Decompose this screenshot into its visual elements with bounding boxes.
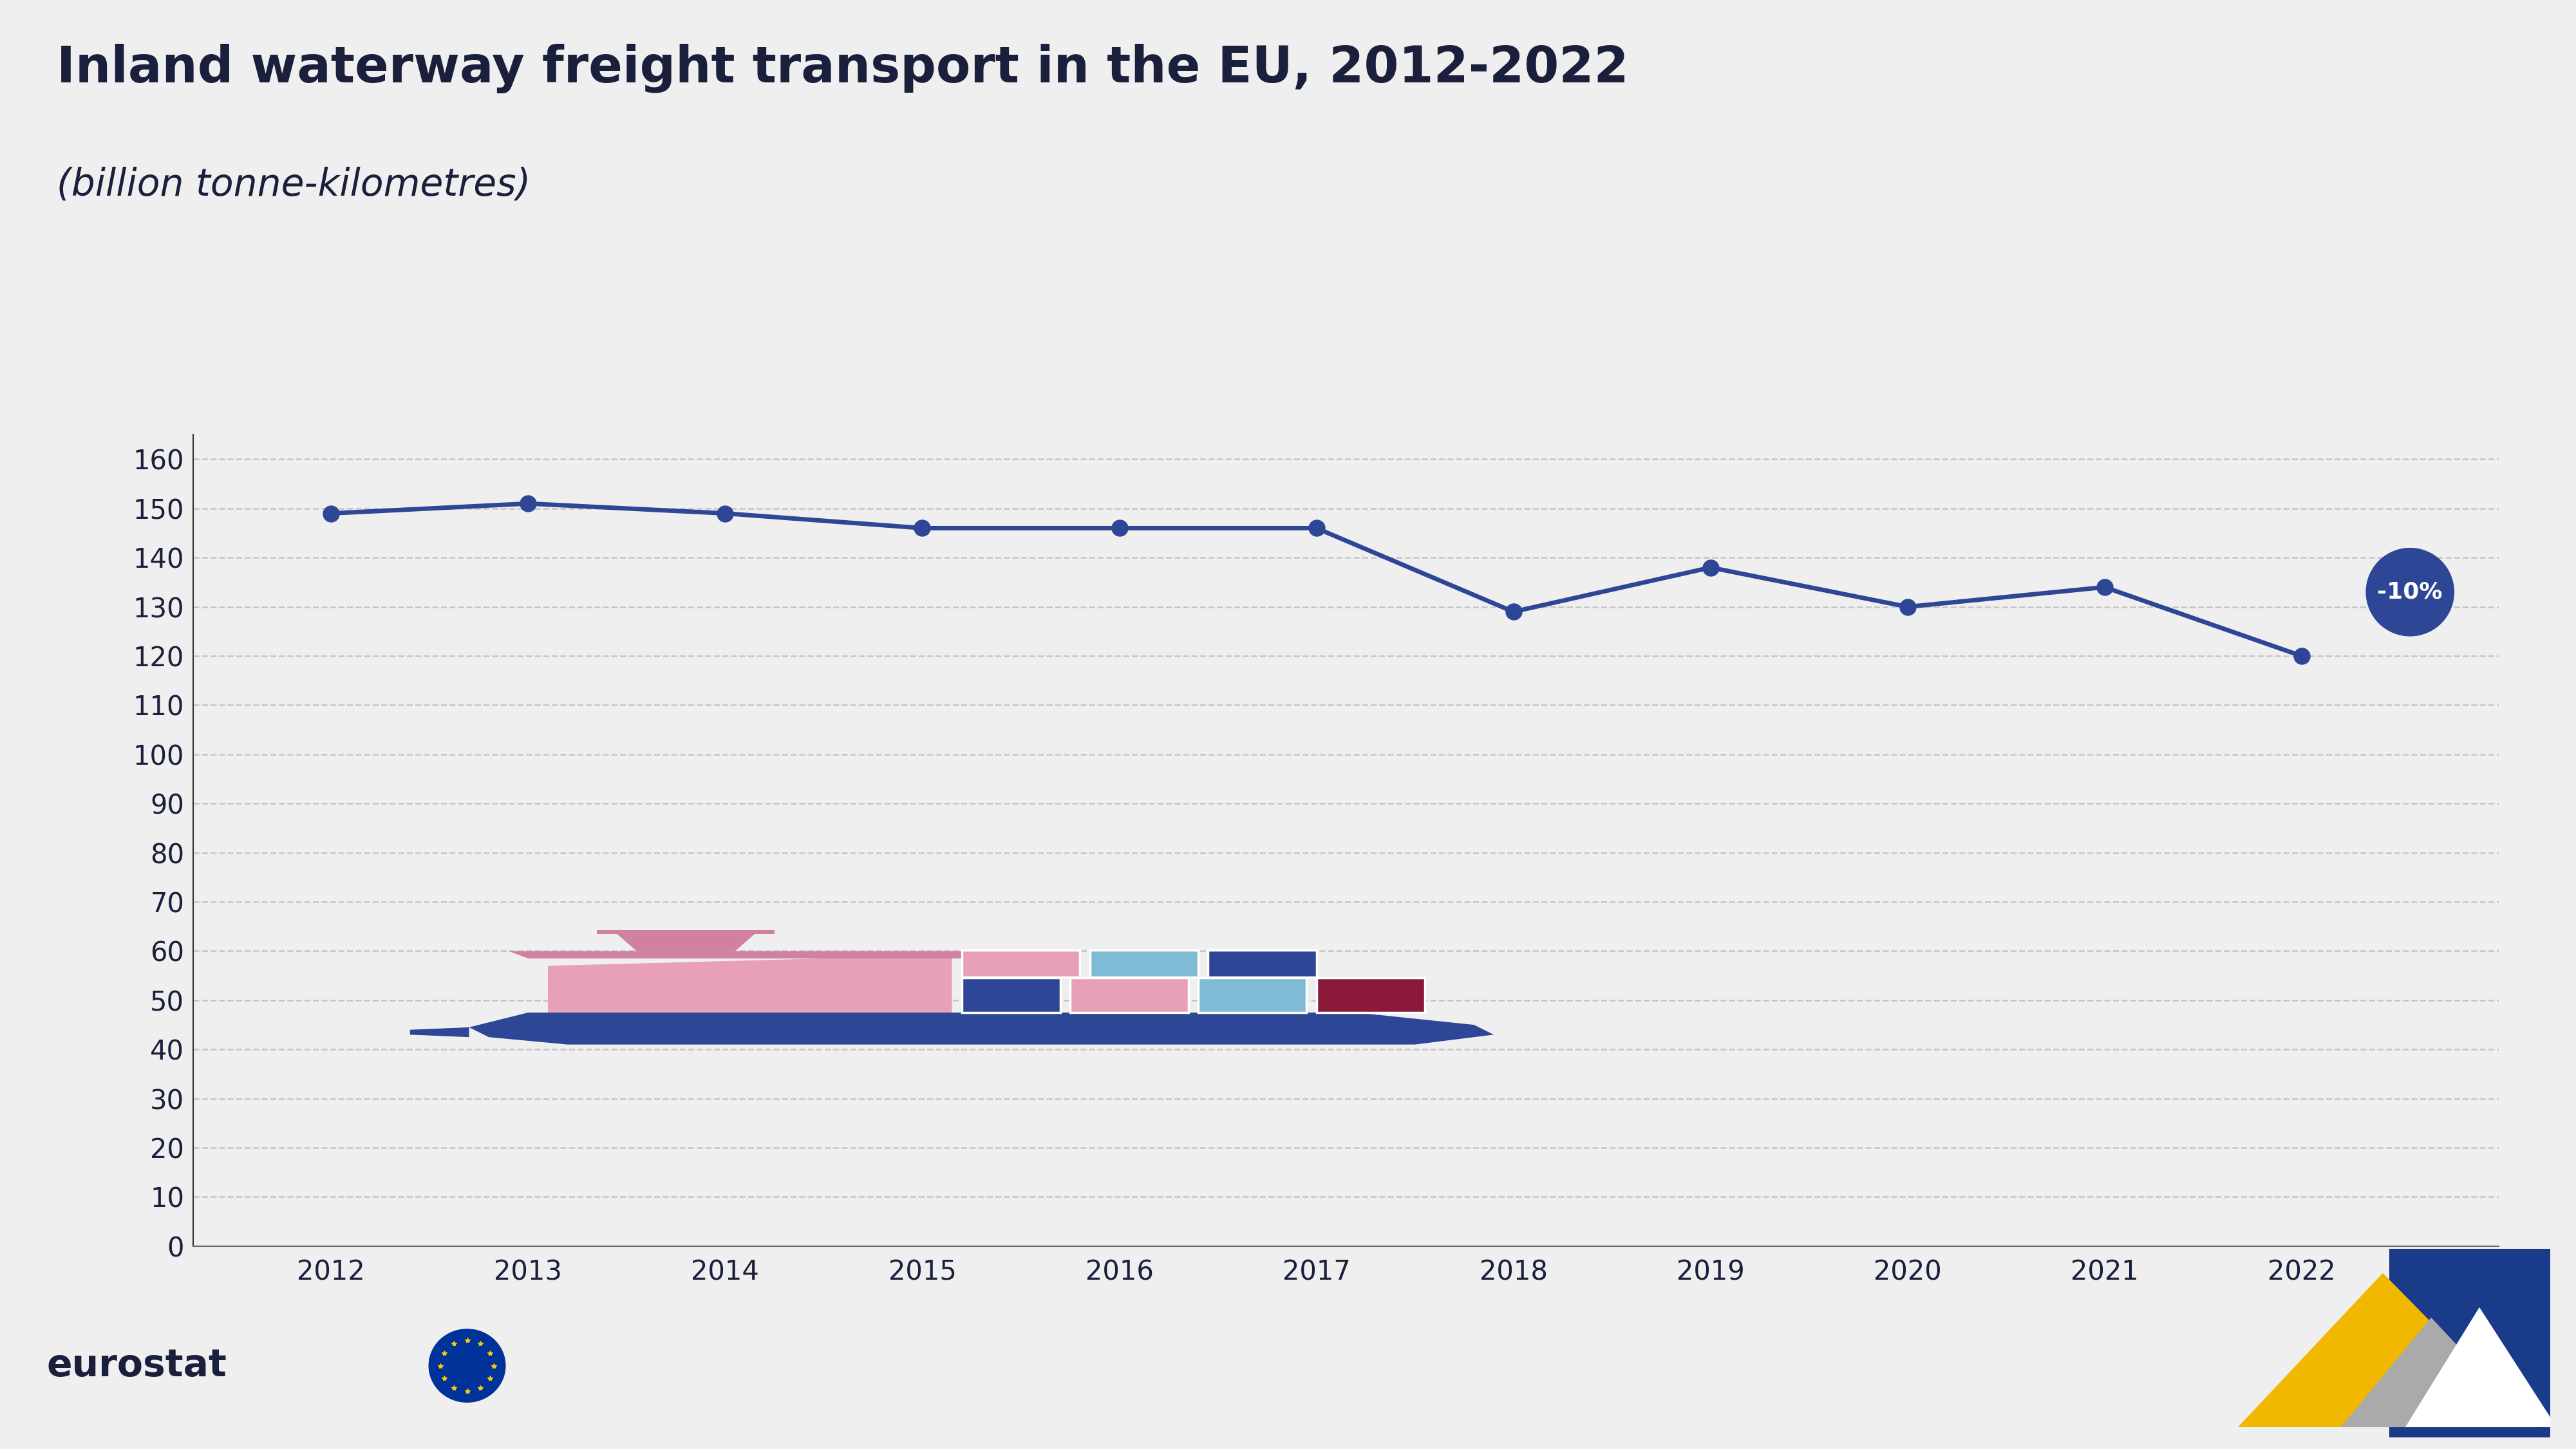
Polygon shape: [2342, 1317, 2535, 1427]
Polygon shape: [507, 951, 981, 958]
Polygon shape: [469, 1013, 1494, 1045]
Polygon shape: [598, 930, 775, 933]
Polygon shape: [549, 958, 953, 1013]
Polygon shape: [616, 933, 755, 951]
FancyBboxPatch shape: [961, 951, 1079, 977]
Polygon shape: [2406, 1307, 2555, 1427]
Polygon shape: [410, 1027, 469, 1037]
Text: (billion tonne-kilometres): (billion tonne-kilometres): [57, 167, 531, 203]
FancyBboxPatch shape: [2391, 1249, 2550, 1437]
Text: -10%: -10%: [2378, 581, 2442, 603]
FancyBboxPatch shape: [961, 978, 1061, 1013]
FancyBboxPatch shape: [1316, 978, 1425, 1013]
FancyBboxPatch shape: [1198, 978, 1306, 1013]
Text: Inland waterway freight transport in the EU, 2012-2022: Inland waterway freight transport in the…: [57, 43, 1628, 93]
FancyBboxPatch shape: [1337, 991, 1396, 1013]
Text: eurostat: eurostat: [46, 1348, 227, 1384]
FancyBboxPatch shape: [1208, 951, 1316, 977]
FancyBboxPatch shape: [1090, 951, 1198, 977]
FancyBboxPatch shape: [1069, 978, 1188, 1013]
Circle shape: [428, 1329, 505, 1403]
Polygon shape: [2239, 1274, 2535, 1427]
